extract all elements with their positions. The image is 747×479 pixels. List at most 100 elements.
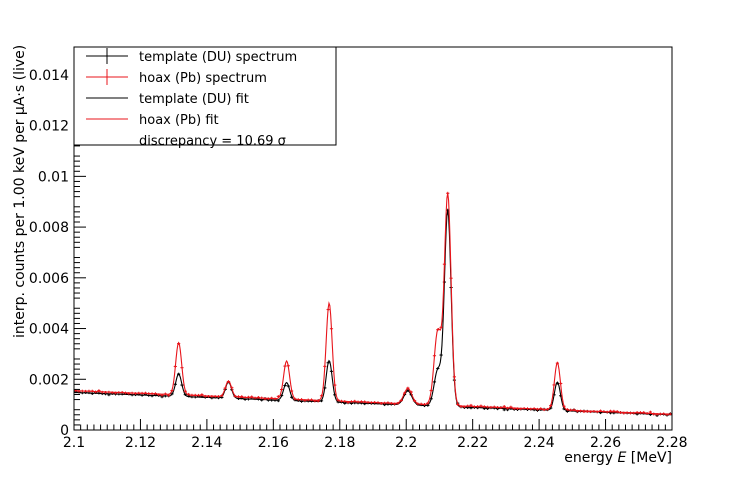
data-point: [618, 411, 623, 414]
data-point: [416, 402, 420, 406]
data-point: [575, 409, 579, 413]
data-point: [655, 413, 659, 416]
data-point: [113, 391, 118, 395]
legend-label: template (DU) fit: [139, 92, 249, 107]
data-point: [263, 397, 267, 401]
x-tick-label: 2.22: [457, 435, 488, 451]
data-point: [223, 386, 227, 390]
y-tick-label: 0.004: [29, 322, 69, 338]
data-point: [167, 393, 171, 397]
data-point: [170, 389, 174, 392]
y-tick-label: 0.01: [38, 169, 69, 185]
data-point: [286, 364, 290, 368]
data-point: [250, 395, 254, 399]
data-point: [296, 398, 300, 401]
data-point: [110, 391, 114, 394]
data-point: [213, 395, 217, 398]
x-tick-label: 2.26: [590, 435, 621, 451]
data-point: [668, 412, 672, 416]
data-point: [658, 412, 662, 416]
data-point: [236, 395, 241, 398]
data-point: [306, 398, 310, 402]
data-point: [117, 391, 121, 394]
data-point: [303, 399, 307, 402]
data-point: [100, 390, 104, 394]
data-point: [459, 405, 463, 408]
data-point: [309, 398, 314, 402]
data-point: [559, 382, 563, 385]
data-point: [462, 405, 466, 409]
data-point: [210, 395, 214, 398]
data-point: [396, 401, 400, 405]
data-point: [625, 411, 629, 415]
data-point: [628, 411, 633, 415]
fit-curve-0: [73, 210, 673, 416]
data-point: [529, 407, 533, 411]
data-point: [409, 390, 413, 394]
data-point: [456, 403, 460, 406]
x-tick-label: 2.24: [524, 435, 555, 451]
data-point: [353, 399, 357, 403]
data-point: [336, 398, 340, 402]
data-point: [80, 389, 84, 393]
data-point: [329, 327, 334, 331]
x-tick-label: 2.12: [125, 435, 156, 451]
data-point: [542, 408, 546, 412]
data-point: [379, 402, 383, 405]
legend-entry: template (DU) spectrum: [86, 48, 297, 65]
data-point: [157, 393, 161, 396]
data-point: [392, 402, 397, 406]
data-point: [519, 407, 523, 411]
data-point: [589, 410, 593, 414]
legend-box: [73, 46, 337, 146]
data-point: [87, 389, 91, 393]
data-point: [439, 325, 443, 329]
y-tick-label: 0.006: [29, 271, 69, 287]
data-point: [432, 380, 437, 384]
data-point: [635, 411, 639, 414]
data-point: [436, 328, 440, 332]
data-point: [555, 381, 559, 385]
data-point: [602, 410, 606, 413]
data-point: [582, 410, 586, 414]
data-point: [163, 392, 167, 396]
data-point: [505, 406, 510, 410]
data-point: [283, 384, 287, 387]
data-point: [180, 383, 184, 387]
data-point: [177, 372, 181, 376]
data-point: [499, 406, 503, 409]
data-point: [183, 389, 187, 393]
legend: template (DU) spectrum hoax (Pb) spectrum…: [73, 46, 337, 149]
data-point: [97, 389, 101, 392]
data-point: [339, 399, 344, 403]
data-point: [280, 394, 284, 397]
data-point: [552, 383, 556, 387]
data-point: [469, 403, 473, 407]
data-point: [173, 365, 177, 368]
data-point: [276, 395, 280, 398]
x-tick-label: 2.28: [656, 435, 687, 451]
data-point: [196, 393, 201, 397]
data-point: [369, 401, 373, 404]
data-point: [363, 400, 367, 404]
data-point: [432, 354, 437, 358]
data-point: [143, 391, 148, 395]
data-point: [253, 396, 257, 400]
data-point: [190, 393, 194, 397]
data-point: [170, 392, 174, 396]
data-point: [592, 410, 596, 413]
data-point: [652, 412, 656, 416]
data-point: [90, 389, 94, 393]
data-point: [585, 410, 589, 413]
data-point: [472, 405, 476, 408]
data-point: [243, 396, 247, 399]
legend-label: discrepancy = 10.69 σ: [139, 134, 286, 149]
data-point: [290, 395, 294, 399]
data-point: [419, 402, 423, 406]
data-point: [632, 411, 636, 415]
y-tick-label: 0.014: [29, 68, 69, 84]
x-tick-label: 2.18: [324, 435, 355, 451]
data-point: [107, 393, 111, 397]
data-point: [373, 401, 377, 404]
